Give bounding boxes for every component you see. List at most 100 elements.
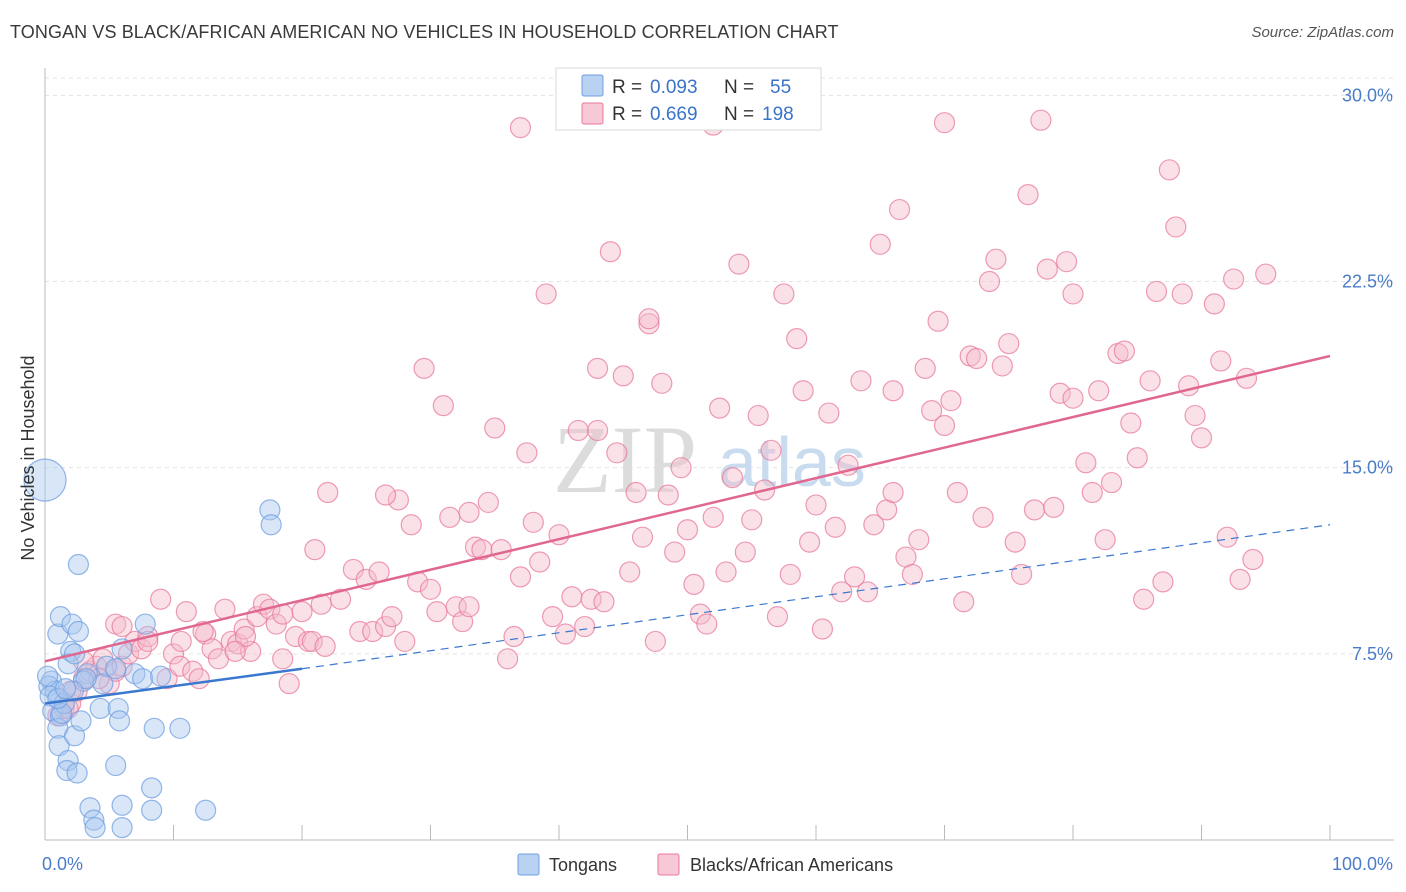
blacks-point <box>554 623 577 645</box>
tongans-point <box>111 816 133 839</box>
blacks-point <box>1004 531 1026 553</box>
y-tick-label: 30.0% <box>1342 85 1393 105</box>
blacks-point <box>760 439 782 461</box>
blacks-point <box>1113 340 1136 362</box>
tongans-point <box>49 606 72 628</box>
blacks-point <box>1055 251 1078 273</box>
tongans-point <box>36 665 59 687</box>
blacks-point <box>419 578 442 600</box>
blacks-point <box>175 601 197 623</box>
blacks-point <box>824 516 846 538</box>
blacks-point <box>1145 280 1168 303</box>
legend-r-value: 0.669 <box>650 104 698 125</box>
blacks-point <box>1036 258 1058 280</box>
axes <box>44 68 1394 841</box>
blacks-point <box>574 615 596 638</box>
tongans-point <box>54 677 77 700</box>
blacks-point <box>1210 350 1232 372</box>
blacks-point <box>497 648 519 670</box>
blacks-point <box>882 481 904 504</box>
blacks-point <box>1216 526 1238 548</box>
blacks-point <box>831 581 853 603</box>
blacks-point <box>169 655 191 677</box>
x-tick-label: 0.0% <box>42 854 83 874</box>
blacks-point <box>1203 293 1225 315</box>
blacks-point <box>747 404 769 427</box>
legend-r-value: 0.093 <box>650 77 698 98</box>
blacks-point <box>773 283 795 305</box>
blacks-trend-line <box>44 354 1331 663</box>
blacks-point <box>1223 268 1245 290</box>
blacks-point <box>728 253 750 275</box>
blacks-point <box>1010 563 1033 586</box>
blacks-point <box>111 615 133 638</box>
blacks-point <box>1126 447 1148 469</box>
blacks-point <box>953 591 975 613</box>
tongans-point <box>105 754 127 777</box>
blacks-point <box>432 395 454 417</box>
blacks-point <box>1165 216 1187 238</box>
tongans-point <box>111 794 133 816</box>
tongans-point <box>92 673 114 695</box>
blacks-point <box>1242 548 1264 571</box>
watermark-atlas: atlas <box>718 423 866 501</box>
legend-n-label: N = <box>724 77 754 98</box>
blacks-point <box>284 625 307 648</box>
blacks-point <box>477 491 499 514</box>
y-tick-label: 22.5% <box>1342 272 1393 292</box>
blacks-point <box>541 606 564 628</box>
blacks-point <box>586 419 609 442</box>
blacks-point <box>368 561 390 583</box>
blacks-point <box>676 519 699 541</box>
blacks-point <box>458 501 480 523</box>
blacks-point <box>349 620 371 643</box>
blacks-point <box>413 357 435 380</box>
blacks-point <box>458 596 480 618</box>
blacks-point <box>234 625 257 648</box>
blacks-point <box>561 586 583 608</box>
blacks-point <box>387 489 409 511</box>
blacks-point <box>1190 427 1213 449</box>
blacks-point <box>580 588 602 610</box>
tongans-point <box>169 717 191 739</box>
blacks-point <box>1062 283 1084 305</box>
blacks-point <box>150 588 172 610</box>
blacks-point <box>301 630 323 653</box>
blacks-point <box>664 541 686 563</box>
blacks-point <box>1255 263 1277 285</box>
tongans-point <box>75 668 97 690</box>
tongans-point <box>150 665 172 687</box>
blacks-point <box>374 484 397 506</box>
blacks-point <box>362 620 384 643</box>
blacks-point <box>170 630 192 653</box>
blacks-point <box>503 625 525 648</box>
tongans-trend-line <box>44 667 303 705</box>
blacks-point <box>927 310 949 332</box>
blacks-point <box>1100 471 1123 494</box>
tongans-point <box>96 655 118 677</box>
blacks-point <box>1023 499 1046 521</box>
blacks-point <box>529 551 551 573</box>
blacks-point <box>901 563 923 586</box>
bottom-legend-label-tongans: Tongans <box>549 855 617 875</box>
blacks-point <box>709 397 731 419</box>
blacks-point <box>394 630 416 653</box>
blacks-point <box>606 442 628 464</box>
legend-swatch-blacks <box>581 102 604 125</box>
blacks-point <box>233 618 255 640</box>
legend-n-label: N = <box>724 104 754 125</box>
tongans-trend-extension <box>301 524 1331 670</box>
tongans-point <box>89 697 111 720</box>
blacks-point <box>985 248 1007 270</box>
blacks-point <box>304 538 326 561</box>
tongans-point <box>132 668 154 690</box>
tongans-point <box>70 710 92 732</box>
blacks-point <box>1075 452 1097 474</box>
blacks-point <box>192 620 214 643</box>
blacks-point <box>1062 387 1084 409</box>
legend-swatch-tongans <box>581 74 604 97</box>
blacks-point <box>972 506 994 528</box>
blacks-point <box>625 481 647 504</box>
blacks-point <box>400 514 422 536</box>
